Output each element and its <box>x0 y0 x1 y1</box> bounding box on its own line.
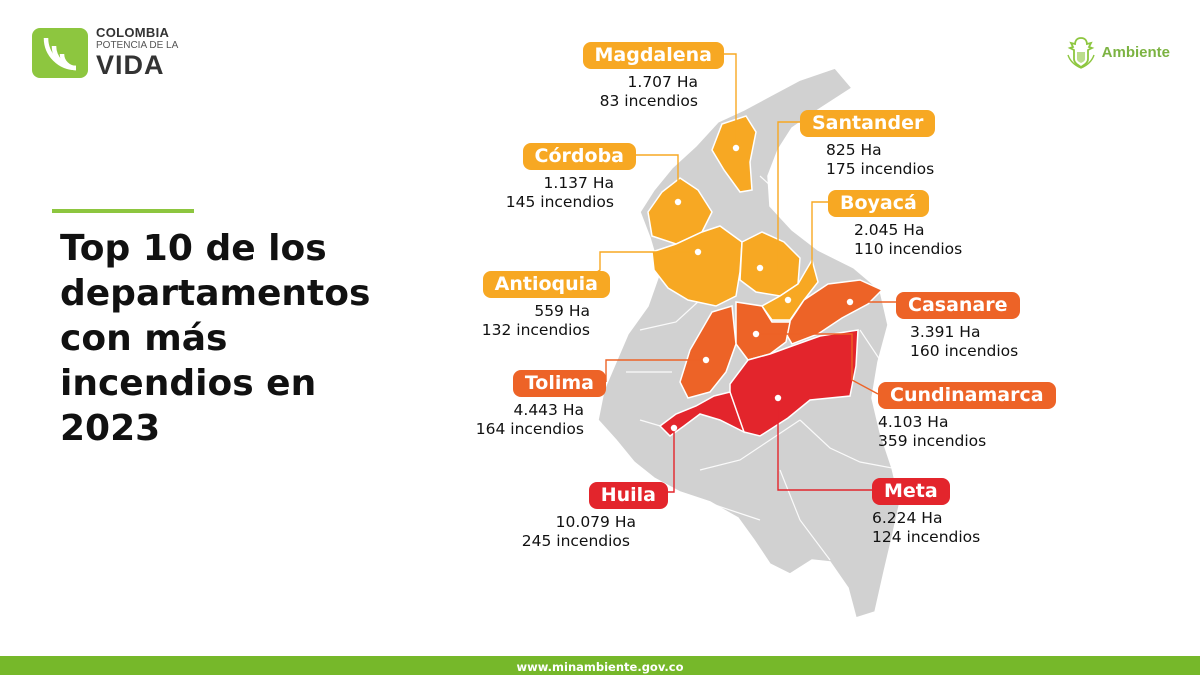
marker-cordoba <box>674 198 682 206</box>
department-borders <box>626 175 893 561</box>
hectares-value: 3.391 Ha <box>910 323 981 341</box>
logo-line-3: VIDA <box>96 50 165 80</box>
leader-lines <box>579 53 900 493</box>
marker-meta <box>774 394 782 402</box>
fires-count: 124 incendios <box>872 528 981 546</box>
callout-santander: Santander 825 Ha 175 incendios <box>800 110 960 179</box>
marker-santander <box>756 264 764 272</box>
callout-casanare: Casanare 3.391 Ha 160 incendios <box>896 292 1066 361</box>
department-name: Meta <box>872 478 950 505</box>
callout-cundinamarca: Cundinamarca 4.103 Ha 359 incendios <box>878 382 1068 451</box>
footer-url[interactable]: www.minambiente.gov.co <box>516 660 684 674</box>
leader-tolima <box>605 359 706 382</box>
department-name: Cundinamarca <box>878 382 1056 409</box>
callout-cordoba: Córdoba 1.137 Ha 145 incendios <box>476 143 636 212</box>
marker-casanare <box>846 298 854 306</box>
department-name: Magdalena <box>582 42 724 69</box>
leader-meta <box>777 398 874 491</box>
marker-huila <box>670 424 678 432</box>
leader-cordoba <box>636 154 679 202</box>
hectares-value: 10.079 Ha <box>555 513 636 531</box>
department-name: Tolima <box>512 370 606 397</box>
leader-cundinamarca <box>756 333 879 395</box>
logo-line-2: POTENCIA DE LA <box>96 40 179 51</box>
hectares-value: 1.707 Ha <box>627 73 698 91</box>
department-name: Boyacá <box>828 190 929 217</box>
callout-antioquia: Antioquia 559 Ha 132 incendios <box>440 271 610 340</box>
wifi-arcs-logo-icon <box>32 28 88 78</box>
region-cundinamarca <box>735 301 791 361</box>
colombia-potencia-de-la-vida-logo: COLOMBIA POTENCIA DE LA VIDA <box>32 26 192 82</box>
callout-tolima: Tolima 4.443 Ha 164 incendios <box>440 370 606 439</box>
department-name: Córdoba <box>522 143 636 170</box>
fires-count: 160 incendios <box>910 342 1019 360</box>
department-name: Antioquia <box>482 271 610 298</box>
leader-santander <box>777 121 800 270</box>
region-casanare <box>783 279 884 345</box>
department-name: Casanare <box>896 292 1020 319</box>
coat-of-arms-icon <box>1066 37 1095 69</box>
title-accent-rule <box>52 209 194 213</box>
fires-count: 175 incendios <box>826 160 935 178</box>
hectares-value: 1.137 Ha <box>543 174 614 192</box>
department-name: Santander <box>800 110 936 137</box>
marker-tolima <box>702 356 710 364</box>
hectares-value: 825 Ha <box>826 141 882 159</box>
logo-line-1: COLOMBIA <box>96 25 170 40</box>
fires-count: 359 incendios <box>878 432 987 450</box>
callout-huila: Huila 10.079 Ha 245 incendios <box>490 482 668 551</box>
marker-boyaca <box>784 296 792 304</box>
department-name: Huila <box>588 482 668 509</box>
hectares-value: 4.103 Ha <box>878 413 949 431</box>
fires-count: 110 incendios <box>854 240 963 258</box>
fires-count: 164 incendios <box>475 420 584 438</box>
fires-count: 132 incendios <box>481 321 590 339</box>
region-huila <box>658 391 746 437</box>
callout-meta: Meta 6.224 Ha 124 incendios <box>872 478 1052 547</box>
hectares-value: 4.443 Ha <box>513 401 584 419</box>
leader-huila <box>668 428 675 493</box>
ministry-ambiente-logo: Ambiente <box>1066 34 1170 70</box>
marker-magdalena <box>732 144 740 152</box>
region-antioquia <box>651 225 743 307</box>
leader-boyaca <box>787 201 830 301</box>
marker-antioquia <box>694 248 702 256</box>
leader-magdalena <box>724 53 737 148</box>
hectares-value: 6.224 Ha <box>872 509 943 527</box>
hectares-value: 559 Ha <box>534 302 590 320</box>
fires-count: 83 incendios <box>599 92 698 110</box>
callout-boyaca: Boyacá 2.045 Ha 110 incendios <box>828 190 988 259</box>
fires-count: 145 incendios <box>505 193 614 211</box>
fires-count: 245 incendios <box>521 532 630 550</box>
ambiente-label: Ambiente <box>1101 43 1170 61</box>
region-magdalena <box>711 115 757 193</box>
page-title: Top 10 de los departamentos con más ince… <box>60 228 371 449</box>
callout-magdalena: Magdalena 1.707 Ha 83 incendios <box>560 42 724 111</box>
hectares-value: 2.045 Ha <box>854 221 925 239</box>
footer-bar: www.minambiente.gov.co <box>0 656 1200 675</box>
marker-cundinamarca <box>752 330 760 338</box>
region-markers <box>670 144 854 432</box>
